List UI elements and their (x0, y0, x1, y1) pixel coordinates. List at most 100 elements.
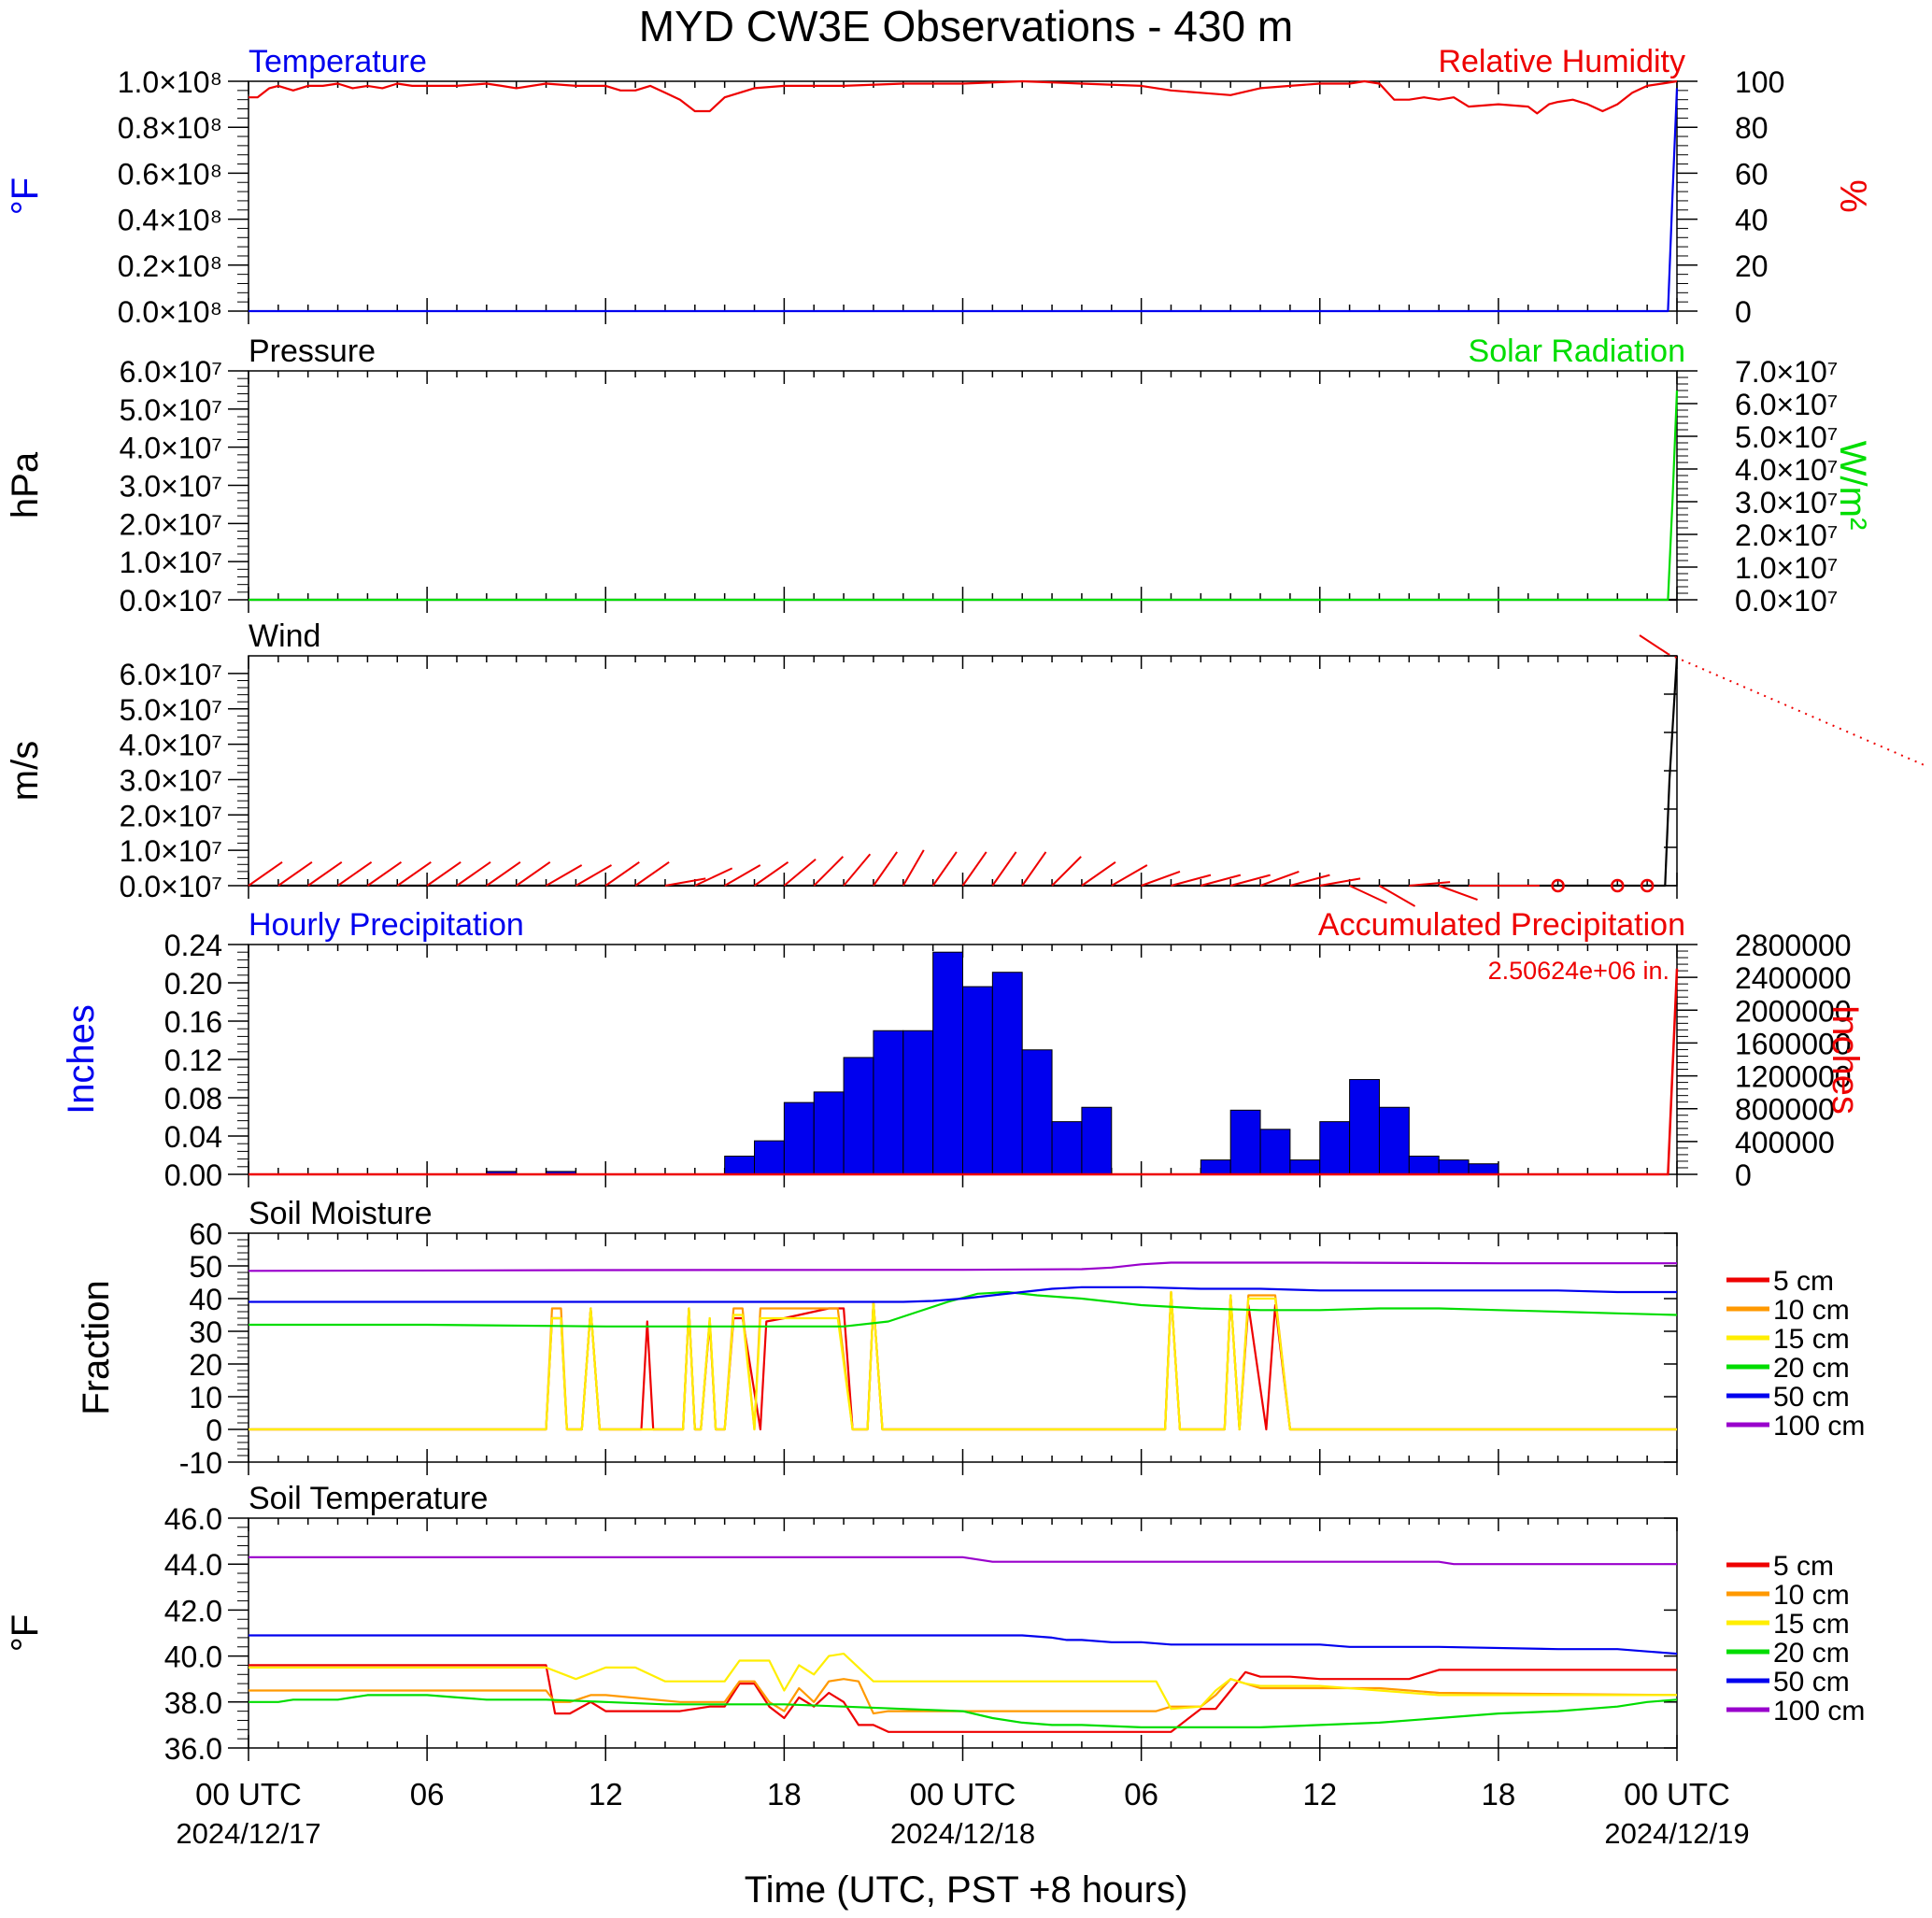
wind-barb (1259, 871, 1300, 887)
y-tick-label-left: 4.0×10⁷ (120, 432, 222, 465)
wind-barb (724, 864, 761, 887)
precip-bar (783, 1101, 815, 1175)
wind-barb (1438, 885, 1478, 901)
series-line-relative-humidity (249, 79, 1678, 115)
accumulated-annotation: 2.50624e+06 in. (1488, 957, 1669, 985)
precip-bar (843, 1057, 874, 1175)
y-tick-label-right: 2.0×10⁷ (1735, 519, 1838, 552)
wind-barb (604, 860, 640, 887)
y-tick-label-right: 100 (1735, 65, 1784, 99)
y-tick-label-left: 6.0×10⁷ (120, 658, 222, 691)
x-tick-label: 12 (1302, 1777, 1337, 1811)
y-tick-label-left: 3.0×10⁷ (120, 763, 222, 797)
y-tick-label-right: 0 (1735, 1158, 1752, 1192)
y-tick-label-right: 2400000 (1735, 961, 1852, 995)
x-tick-label: 06 (410, 1777, 445, 1811)
series-line-15-cm (249, 1290, 1677, 1431)
y-tick-label-left: 0.12 (164, 1044, 222, 1077)
y-tick-label-left: 36.0 (164, 1732, 222, 1766)
panel-title-right: Solar Radiation (1469, 334, 1685, 369)
wind-barb (1200, 874, 1242, 887)
wind-barb (1111, 864, 1148, 887)
y-tick-label-left: -10 (179, 1446, 222, 1480)
wind-barb (1289, 874, 1330, 887)
x-tick-label: 00 UTC (1624, 1777, 1730, 1811)
wind-barb (366, 860, 403, 887)
y-tick-label-right: 1200000 (1735, 1060, 1852, 1094)
legend-label: 10 cm (1773, 1580, 1850, 1611)
y-axis-label-left: °F (5, 178, 46, 215)
wind-barb (753, 860, 789, 887)
legend-label: 100 cm (1773, 1411, 1865, 1442)
wind-barb (396, 860, 432, 887)
y-tick-label-right: 0 (1735, 295, 1752, 329)
legend-label: 5 cm (1773, 1551, 1834, 1582)
wind-barb (902, 849, 925, 887)
y-tick-label-left: 0.04 (164, 1120, 222, 1154)
y-tick-label-left: 50 (189, 1250, 222, 1284)
series-line-100-cm (249, 1556, 1677, 1566)
panel-title-left: Hourly Precipitation (249, 907, 524, 943)
legend-label: 15 cm (1773, 1324, 1850, 1355)
y-tick-label-right: 2000000 (1735, 994, 1852, 1028)
wind-barb (1051, 856, 1082, 887)
panel-title-left: Soil Moisture (249, 1196, 433, 1231)
time-axis: 00 UTC 2024/12/17 06 12 18 00 UTC 2024/12/18 06… (176, 1777, 1749, 1850)
y-tick-label-right: 60 (1735, 157, 1769, 191)
y-tick-label-left: 40.0 (164, 1641, 222, 1674)
y-tick-label-right: 80 (1735, 111, 1769, 145)
y-tick-label-left: 5.0×10⁷ (120, 693, 222, 727)
y-tick-label-left: 46.0 (164, 1502, 222, 1536)
wind-barb (307, 860, 343, 887)
series-line-50-cm (249, 1634, 1678, 1655)
precip-bar (873, 1030, 904, 1175)
panel-title-left: Pressure (249, 334, 376, 369)
y-axis-label-left: Fraction (76, 1280, 117, 1415)
y-tick-label-left: 40 (189, 1283, 222, 1316)
wind-barb (873, 851, 898, 887)
y-tick-label-right: 800000 (1735, 1093, 1835, 1127)
legend-label: 50 cm (1773, 1382, 1850, 1413)
y-tick-label-left: 60 (189, 1217, 222, 1251)
wind-barb (575, 864, 613, 887)
x-tick-label: 00 UTC (910, 1777, 1016, 1811)
y-tick-label-left: 0.20 (164, 967, 222, 1001)
wind-barb (991, 851, 1017, 887)
legend-label: 50 cm (1773, 1667, 1850, 1698)
y-tick-label-left: 42.0 (164, 1594, 222, 1627)
legend-label: 15 cm (1773, 1609, 1850, 1640)
x-tick-date: 2024/12/17 (176, 1817, 320, 1850)
precip-bar (1378, 1106, 1410, 1175)
y-tick-label-left: 0.16 (164, 1005, 222, 1039)
precip-bar (1200, 1159, 1231, 1175)
y-tick-label-left: 0.08 (164, 1082, 222, 1115)
wind-barb (1409, 881, 1451, 887)
y-tick-label-right: 7.0×10⁷ (1735, 355, 1838, 389)
wind-barb (516, 860, 551, 887)
wind-barb (277, 860, 313, 887)
precip-bar (1081, 1106, 1113, 1175)
panel-3: 0.0×10⁷1.0×10⁷2.0×10⁷3.0×10⁷4.0×10⁷5.0×1… (5, 618, 1927, 907)
series-line-20-cm (249, 1694, 1678, 1729)
precip-bar (962, 986, 993, 1175)
precip-bar (1349, 1079, 1380, 1175)
series-line-50-cm (249, 1286, 1677, 1303)
wind-barb (426, 860, 462, 887)
precip-bar (1408, 1156, 1440, 1175)
y-axis-label-right: W/m² (1832, 441, 1873, 531)
y-tick-label-left: 1.0×10⁷ (120, 546, 222, 579)
precip-bar (813, 1091, 845, 1175)
x-tick-label: 06 (1124, 1777, 1158, 1811)
x-tick-label: 18 (1482, 1777, 1516, 1811)
wind-barb (1229, 874, 1271, 887)
x-tick-label: 12 (589, 1777, 623, 1811)
y-axis-label-right: Inches (1825, 1004, 1866, 1115)
wind-barb (783, 858, 817, 887)
y-axis-label-left: hPa (5, 451, 46, 519)
y-tick-label-left: 0.0×10⁷ (120, 870, 222, 903)
y-tick-label-left: 0.6×10⁸ (118, 157, 222, 191)
wind-barb-outlier-stem (1639, 634, 1669, 655)
legend-label: 10 cm (1773, 1295, 1850, 1326)
